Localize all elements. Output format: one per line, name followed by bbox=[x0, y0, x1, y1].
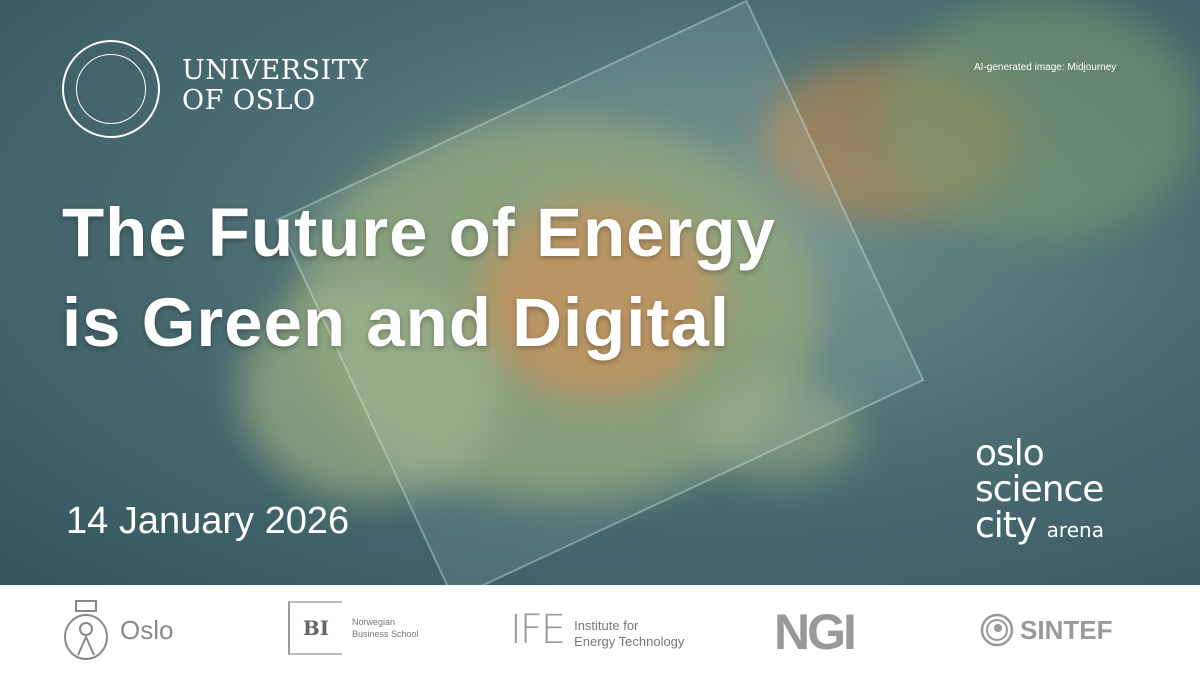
title-line1: The Future of Energy bbox=[62, 194, 776, 271]
partner-ife: IFE Institute for Energy Technology bbox=[510, 607, 684, 653]
ife-mark: IFE bbox=[510, 607, 566, 653]
bi-mark: BI bbox=[302, 616, 330, 640]
university-line2: OF OSLO bbox=[182, 85, 316, 116]
ife-line1: Institute for bbox=[574, 618, 639, 633]
arena-line2: science bbox=[975, 469, 1104, 510]
page-title: The Future of Energy is Green and Digita… bbox=[62, 188, 776, 368]
oslo-coat-of-arms-icon bbox=[64, 600, 108, 660]
sintef-name: SINTEF bbox=[1020, 614, 1113, 645]
ngi-mark: NGI bbox=[774, 604, 857, 660]
partner-sintef: SINTEF bbox=[980, 613, 1112, 647]
image-credit: AI-generated image: Midjourney bbox=[974, 62, 1117, 73]
university-line1: UNIVERSITY bbox=[182, 55, 369, 86]
university-name: UNIVERSITY OF OSLO bbox=[182, 56, 369, 116]
moss-blob bbox=[700, 380, 860, 480]
event-date: 14 January 2026 bbox=[66, 500, 350, 542]
partner-bi: BI Norwegian Business School bbox=[288, 601, 419, 655]
glow-blob bbox=[480, 200, 720, 400]
oslo-name: Oslo bbox=[120, 614, 174, 645]
sintef-swirl-icon bbox=[980, 613, 1014, 647]
moss-blob bbox=[240, 280, 500, 500]
arena-line3: city bbox=[975, 505, 1037, 546]
partner-oslo: Oslo bbox=[62, 599, 173, 661]
arena-suffix: arena bbox=[1046, 518, 1104, 542]
partner-ngi: NGI bbox=[774, 603, 857, 661]
ife-line2: Energy Technology bbox=[574, 634, 685, 649]
bi-line1: Norwegian bbox=[352, 617, 396, 627]
title-line2: is Green and Digital bbox=[62, 284, 730, 361]
oslo-science-city-arena-logo: oslo science city arena bbox=[975, 436, 1104, 548]
bi-line2: Business School bbox=[352, 629, 419, 639]
partner-logos-bar: Oslo BI Norwegian Business School IFE In… bbox=[0, 585, 1200, 675]
moss-blob bbox=[880, 0, 1200, 240]
hero-banner: UNIVERSITY OF OSLO AI-generated image: M… bbox=[0, 0, 1200, 585]
university-seal-logo bbox=[62, 40, 160, 138]
arena-line1: oslo bbox=[975, 433, 1045, 474]
